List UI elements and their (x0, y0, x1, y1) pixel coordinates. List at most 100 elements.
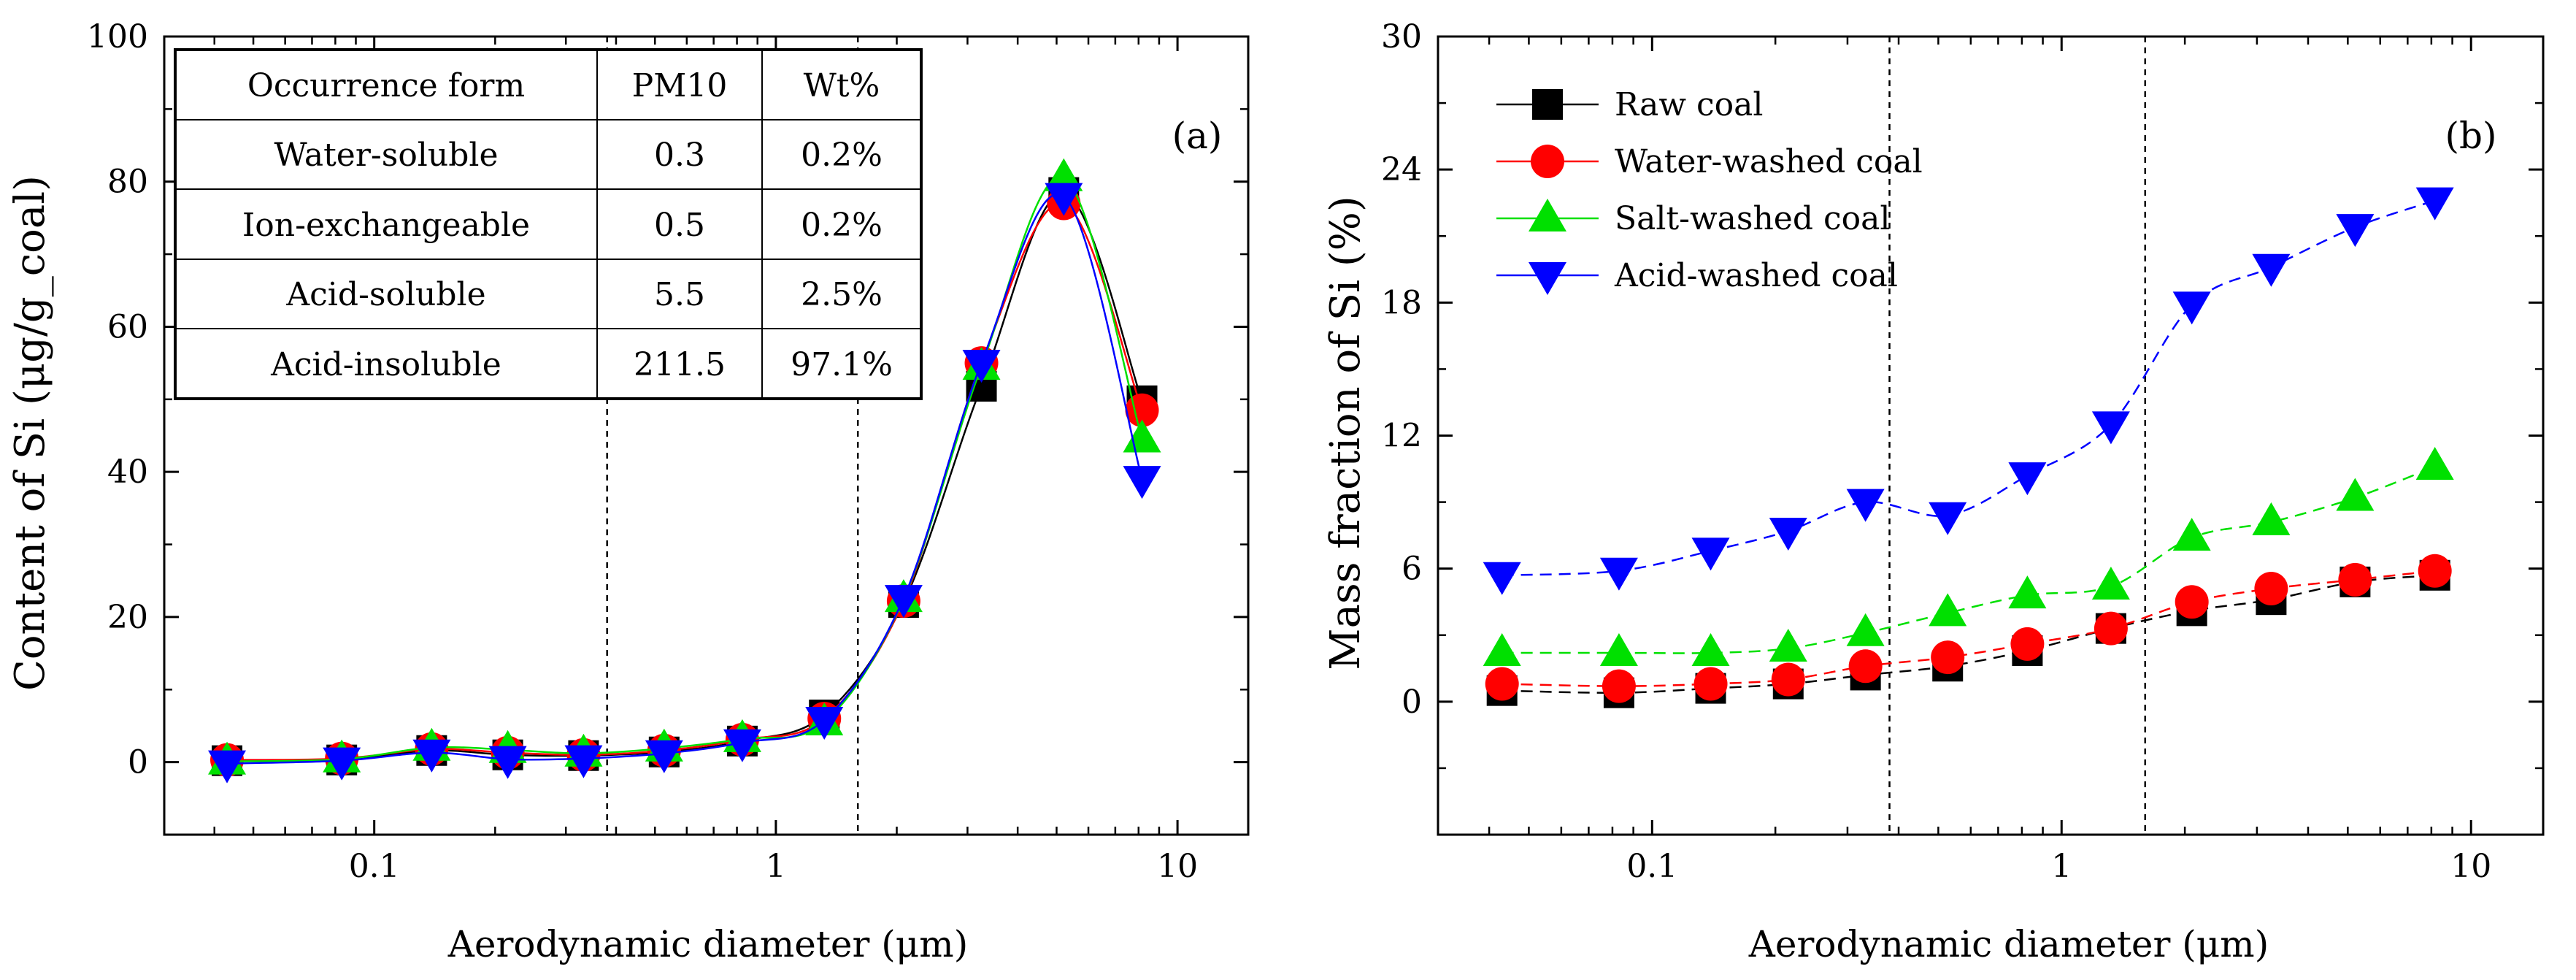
data-point (1485, 667, 1519, 701)
panel-a: Content of Si (μg/g_coal) Aerodynamic di… (7, 18, 1250, 965)
data-point (208, 750, 247, 784)
legend-marker (1531, 145, 1564, 178)
plot-frame (1437, 35, 2545, 836)
table-cell: 211.5 (634, 346, 726, 383)
data-point (2010, 627, 2045, 661)
data-point (323, 747, 361, 781)
x-tick-label: 0.1 (1626, 848, 1677, 885)
plot-frame (163, 35, 1250, 836)
x-tick-label: 1 (2051, 848, 2072, 885)
legend-label: Salt-washed coal (1615, 200, 1890, 237)
data-point (1769, 518, 1807, 551)
table-cell: 97.1% (791, 346, 893, 383)
data-point (2415, 447, 2454, 481)
data-point (2172, 518, 2211, 551)
data-point (1045, 183, 1083, 216)
x-axis-title: Aerodynamic diameter (μm) (1748, 923, 2269, 965)
y-axis-title: Content of Si (μg/g_coal) (7, 175, 54, 691)
legend-marker (1532, 89, 1563, 120)
table-header: PM10 (632, 67, 728, 104)
data-point (2252, 502, 2291, 535)
data-point (1602, 669, 1636, 703)
data-point (1691, 537, 1730, 571)
data-point (1045, 158, 1083, 191)
x-tick-label: 1 (766, 848, 786, 885)
y-tick-label: 60 (107, 308, 148, 345)
panel-label: (a) (1172, 115, 1223, 157)
data-point (1846, 613, 1885, 646)
data-point (884, 585, 923, 619)
occurrence-table: Occurrence form PM10 Wt% Water-soluble 0… (174, 48, 923, 400)
series-line (1502, 574, 2435, 694)
data-point (2415, 187, 2454, 221)
data-point (1848, 649, 1883, 684)
data-point (962, 350, 1001, 383)
data-point (564, 745, 603, 778)
x-tick-label: 0.1 (349, 848, 400, 885)
data-point (2338, 562, 2372, 597)
y-tick-label: 30 (1381, 18, 1422, 55)
table-cell: 5.5 (654, 276, 705, 313)
table-cell: 0.2% (801, 137, 883, 174)
data-point (723, 729, 761, 762)
data-point (2091, 566, 2130, 600)
data-point (2091, 411, 2130, 445)
x-tick-label: 10 (1157, 848, 1198, 885)
y-tick-label: 6 (1402, 551, 1422, 588)
data-point (2336, 214, 2375, 248)
table-cell: Ion-exchangeable (242, 207, 530, 244)
data-point (2418, 554, 2452, 588)
y-tick-label: 40 (107, 453, 148, 491)
data-point (1599, 633, 1638, 667)
table-header: Wt% (804, 67, 880, 104)
data-point (2336, 478, 2375, 511)
data-point (2252, 253, 2291, 287)
y-axis-title: Mass fraction of Si (%) (1322, 196, 1369, 670)
y-tick-label: 100 (87, 18, 148, 55)
y-tick-label: 0 (1402, 684, 1422, 721)
y-tick-label: 0 (128, 744, 148, 781)
data-point (412, 739, 451, 773)
x-axis-title: Aerodynamic diameter (μm) (447, 923, 968, 965)
series-line (1502, 465, 2436, 654)
y-tick-label: 18 (1381, 284, 1422, 321)
table-cell: Acid-insoluble (270, 346, 501, 383)
legend-label: Water-washed coal (1615, 143, 1923, 180)
table-cell: Acid-soluble (285, 276, 485, 313)
legend-label: Acid-washed coal (1614, 257, 1898, 294)
data-point (1483, 633, 1521, 667)
data-point (2094, 611, 2128, 646)
y-tick-label: 24 (1381, 151, 1422, 188)
panel-label: (b) (2445, 115, 2496, 157)
data-point (1123, 466, 1161, 499)
y-tick-label: 20 (107, 599, 148, 636)
data-point (1123, 419, 1161, 453)
legend-label: Raw coal (1615, 86, 1763, 123)
data-point (1931, 640, 1965, 675)
table-cell: 0.2% (801, 207, 883, 244)
table-header: Occurrence form (247, 67, 525, 104)
y-tick-label: 12 (1381, 418, 1422, 455)
table-cell: 2.5% (801, 276, 883, 313)
table-cell: 0.5 (654, 207, 705, 244)
legend-marker (1529, 199, 1566, 231)
data-point (2254, 571, 2288, 605)
data-point (1691, 633, 1730, 667)
data-point (805, 707, 844, 740)
data-point (1929, 502, 1967, 535)
table-cell: 0.3 (654, 137, 705, 174)
y-tick-label: 80 (107, 164, 148, 201)
data-point (1929, 593, 1967, 627)
data-point (1771, 662, 1805, 697)
data-point (645, 740, 683, 773)
series-line (1502, 570, 2435, 687)
data-point (2172, 291, 2211, 325)
data-point (2175, 585, 2209, 619)
data-point (1846, 489, 1885, 522)
panel-b: Mass fraction of Si (%) Aerodynamic diam… (1322, 18, 2545, 965)
data-point (1769, 628, 1807, 662)
legend: Raw coal Water-washed coal Salt-washed coa… (1496, 86, 1923, 295)
data-point (1483, 562, 1521, 595)
data-point (1599, 557, 1638, 591)
